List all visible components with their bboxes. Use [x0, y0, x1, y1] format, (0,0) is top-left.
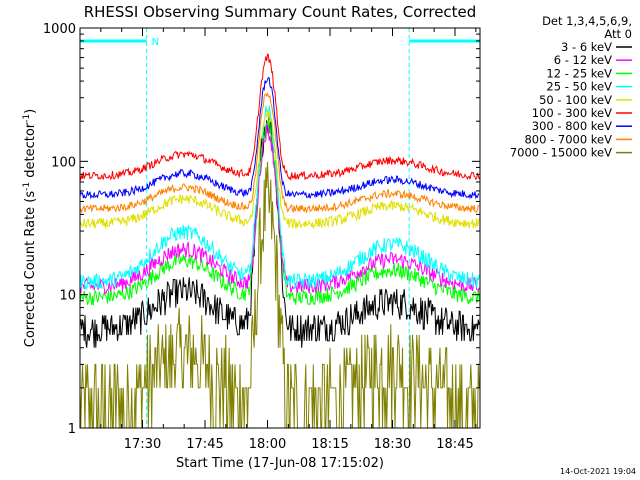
legend-entry-label: 100 - 300 keV: [532, 106, 612, 120]
plot-area: N: [79, 28, 480, 429]
plot-frame: [79, 27, 481, 429]
legend-entry-label: 7000 - 15000 keV: [510, 146, 612, 160]
legend-entry-label: 25 - 50 keV: [546, 80, 612, 94]
x-tick-label: 18:45: [436, 437, 473, 452]
chart-title: RHESSI Observing Summary Count Rates, Co…: [84, 3, 477, 21]
legend-header-attenuator: Att 0: [604, 27, 632, 41]
x-tick-label: 18:15: [311, 437, 348, 452]
y-axis: 1 10 100 1000: [43, 22, 480, 437]
legend-entry-label: 12 - 25 keV: [546, 66, 612, 80]
legend-header-detectors: Det 1,3,4,5,6,9,: [542, 14, 632, 28]
x-axis: 17:30 17:45 18:00 18:15 18:30 18:45: [100, 28, 477, 452]
legend-entry-label: 6 - 12 keV: [554, 53, 612, 67]
series-line: [79, 123, 480, 295]
series-line: [79, 105, 480, 291]
y-tick-label: 100: [51, 155, 76, 170]
series-line: [79, 109, 480, 229]
x-tick-label: 17:45: [186, 437, 223, 452]
x-tick-label: 17:30: [124, 437, 161, 452]
x-tick-label: 18:00: [249, 437, 286, 452]
y-tick-label: 1: [68, 422, 76, 437]
series-line: [80, 113, 480, 348]
y-tick-label: 10: [59, 289, 76, 304]
series-line: [79, 53, 480, 182]
legend-entry-label: 50 - 100 keV: [539, 93, 612, 107]
legend-entry-label: 3 - 6 keV: [561, 40, 612, 54]
series-line: [79, 161, 480, 429]
legend-entry-label: 800 - 7000 keV: [524, 132, 612, 146]
y-tick-label: 1000: [43, 22, 76, 37]
series-line: [79, 77, 480, 200]
x-axis-label: Start Time (17-Jun-08 17:15:02): [176, 456, 384, 471]
x-tick-label: 18:30: [374, 437, 411, 452]
y-axis-label: Corrected Count Rate (s-1 detector-1): [22, 109, 38, 347]
legend-entry-label: 300 - 800 keV: [532, 119, 612, 133]
night-marker-label: N: [152, 37, 159, 48]
series-line: [79, 91, 480, 214]
footer-timestamp: 14-Oct-2021 19:04: [560, 467, 636, 476]
